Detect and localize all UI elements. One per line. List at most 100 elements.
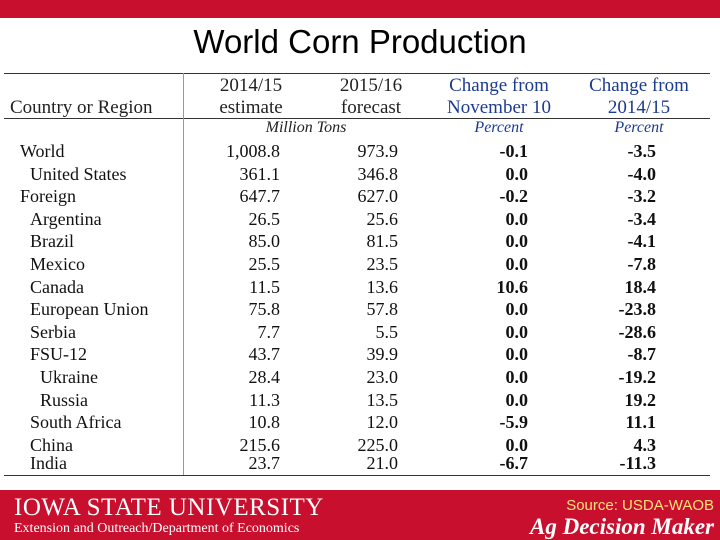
cell-2014-15: 26.5 — [248, 208, 281, 229]
table-bottom-rule — [4, 475, 710, 476]
footer-bar — [0, 490, 720, 540]
cell-2015-16: 627.0 — [357, 186, 399, 207]
cell-change-2014-15: 4.3 — [633, 434, 657, 455]
cell-2015-16: 81.5 — [366, 231, 399, 252]
table-header-rule — [4, 118, 710, 119]
corn-production-table: Country or Region 2014/15 estimate 2015/… — [4, 71, 710, 477]
cell-change-nov10: 0.0 — [505, 163, 529, 184]
source-note: Source: USDA-WAOB — [566, 497, 714, 514]
cell-change-nov10: 10.6 — [496, 276, 529, 297]
row-name: Argentina — [30, 208, 102, 229]
cell-2014-15: 11.3 — [249, 389, 280, 410]
header-2014-15-line2: estimate — [219, 97, 283, 118]
cell-change-2014-15: -7.8 — [627, 254, 657, 274]
cell-2014-15: 23.7 — [248, 453, 281, 474]
row-name: Ukraine — [40, 367, 98, 387]
row-name: Russia — [40, 389, 89, 410]
cell-2014-15: 361.1 — [239, 163, 281, 184]
table-row: United States 361.1 346.8 0.0 -4.0 — [4, 163, 710, 186]
table-row: Foreign 647.7 627.0 -0.2 -3.2 — [4, 185, 710, 208]
cell-2014-15: 43.7 — [248, 344, 281, 365]
cell-change-nov10: 0.0 — [505, 321, 529, 342]
table-row: Argentina 26.5 25.6 0.0 -3.4 — [4, 208, 710, 231]
cell-2014-15: 215.6 — [239, 434, 281, 455]
cell-2015-16: 5.5 — [375, 321, 399, 342]
ag-decision-maker-brand: Ag Decision Maker — [530, 514, 714, 539]
cell-2015-16: 39.9 — [366, 344, 399, 365]
table-row: India 23.7 21.0 -6.7 -11.3 — [4, 452, 710, 475]
table-row: Ukraine 28.4 23.0 0.0 -19.2 — [4, 366, 710, 389]
table-row: European Union 75.8 57.8 0.0 -23.8 — [4, 298, 710, 321]
cell-change-nov10: -5.9 — [499, 412, 529, 433]
row-name: FSU-12 — [30, 344, 88, 365]
header-change-nov10-line2: November 10 — [447, 97, 551, 118]
cell-2014-15: 11.5 — [249, 276, 280, 297]
header-change-2014-15-line1: Change from — [589, 75, 689, 96]
cell-2014-15: 25.5 — [248, 254, 281, 274]
cell-change-2014-15: -19.2 — [618, 367, 657, 387]
header-2015-16-line2: forecast — [340, 97, 402, 118]
table-row: Brazil 85.0 81.5 0.0 -4.1 — [4, 230, 710, 253]
unit-million-tons: Million Tons — [265, 119, 347, 136]
row-name: Mexico — [30, 254, 85, 274]
cell-2015-16: 25.6 — [366, 208, 399, 229]
cell-2015-16: 57.8 — [366, 299, 399, 320]
cell-2014-15: 85.0 — [248, 231, 281, 252]
table-row: Russia 11.3 13.5 0.0 19.2 — [4, 389, 710, 412]
table-row: Canada 11.5 13.6 10.6 18.4 — [4, 276, 710, 299]
cell-2014-15: 75.8 — [248, 299, 281, 320]
row-name: South Africa — [30, 412, 122, 433]
cell-2014-15: 647.7 — [239, 186, 281, 207]
cell-change-2014-15: -11.3 — [619, 453, 656, 474]
row-name: China — [30, 434, 73, 455]
cell-change-2014-15: 19.2 — [624, 389, 657, 410]
cell-change-nov10: -0.1 — [499, 141, 529, 161]
cell-change-nov10: 0.0 — [505, 389, 529, 410]
table-row: Serbia 7.7 5.5 0.0 -28.6 — [4, 321, 710, 344]
cell-change-2014-15: -3.4 — [627, 208, 657, 229]
cell-change-nov10: -0.2 — [499, 186, 529, 207]
cell-change-2014-15: -3.5 — [627, 141, 657, 161]
row-name: Serbia — [30, 321, 76, 342]
cell-change-2014-15: -4.0 — [627, 163, 657, 184]
cell-change-2014-15: -8.7 — [627, 344, 657, 365]
table-row: South Africa 10.8 12.0 -5.9 11.1 — [4, 411, 710, 434]
cell-2014-15: 7.7 — [257, 321, 281, 342]
cell-change-2014-15: 18.4 — [624, 276, 657, 297]
table-row: China 215.6 225.0 0.0 4.3 — [4, 434, 710, 457]
cell-change-2014-15: -28.6 — [618, 321, 657, 342]
top-red-bar — [0, 0, 720, 18]
cell-2015-16: 225.0 — [357, 434, 399, 455]
extension-department-line: Extension and Outreach/Department of Eco… — [14, 521, 300, 536]
cell-change-2014-15: 11.1 — [625, 412, 656, 433]
cell-change-nov10: 0.0 — [505, 344, 529, 365]
row-name: World — [20, 141, 65, 161]
row-name: European Union — [30, 299, 149, 320]
table-row: World 1,008.8 973.9 -0.1 -3.5 — [4, 140, 710, 163]
cell-change-nov10: 0.0 — [505, 367, 529, 387]
row-name: India — [30, 453, 67, 474]
header-2015-16-line1: 2015/16 — [339, 75, 403, 96]
row-name: United States — [30, 163, 127, 184]
table-row: FSU-12 43.7 39.9 0.0 -8.7 — [4, 343, 710, 366]
table-top-rule — [4, 73, 710, 74]
cell-2015-16: 23.0 — [366, 367, 399, 387]
header-change-nov10-line1: Change from — [449, 75, 549, 96]
row-name: Foreign — [20, 186, 76, 207]
cell-2015-16: 13.5 — [366, 389, 399, 410]
row-name: Brazil — [30, 231, 74, 252]
cell-2015-16: 21.0 — [366, 453, 399, 474]
cell-2014-15: 1,008.8 — [226, 141, 280, 161]
cell-change-nov10: 0.0 — [505, 299, 529, 320]
header-change-2014-15-line2: 2014/15 — [607, 97, 671, 118]
slide-title: World Corn Production — [193, 23, 527, 60]
table-row: Mexico 25.5 23.5 0.0 -7.8 — [4, 253, 710, 276]
cell-change-nov10: 0.0 — [505, 208, 529, 229]
isu-wordmark: Iowa State University — [14, 494, 324, 521]
cell-2014-15: 10.8 — [248, 412, 281, 433]
cell-2014-15: 28.4 — [248, 367, 281, 387]
cell-2015-16: 973.9 — [357, 141, 399, 161]
header-country-or-region: Country or Region — [10, 97, 153, 118]
cell-change-nov10: 0.0 — [505, 434, 529, 455]
cell-2015-16: 13.6 — [366, 276, 399, 297]
